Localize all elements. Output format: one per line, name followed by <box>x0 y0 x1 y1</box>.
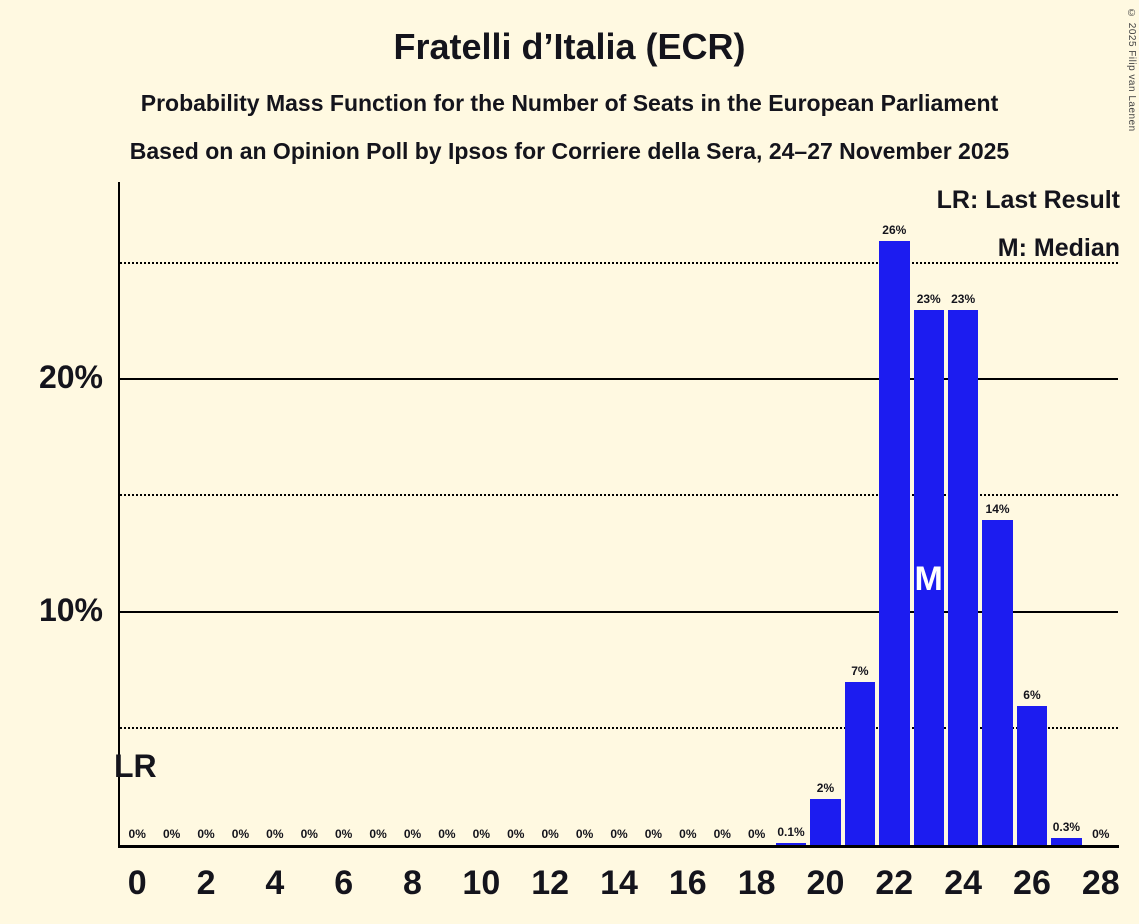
x-axis-line <box>118 845 1119 848</box>
bar-value-label: 0% <box>713 827 731 841</box>
bar-value-label: 23% <box>916 292 941 307</box>
bar-value-label: 0% <box>162 827 181 841</box>
x-tick-label: 0 <box>127 864 147 902</box>
bar-value-label: 0% <box>541 827 559 841</box>
x-tick-label: 12 <box>531 864 570 902</box>
y-axis-line <box>118 182 120 845</box>
bar-value-label: 0% <box>1092 827 1110 841</box>
bar-value-label: 0% <box>575 827 594 841</box>
x-tick-label: 14 <box>600 864 638 902</box>
y-tick-label: 20% <box>38 359 103 395</box>
x-tick-label: 26 <box>1013 864 1051 902</box>
chart-subtitle: Probability Mass Function for the Number… <box>140 90 999 116</box>
bar-value-label: 2% <box>816 780 835 795</box>
bar-value-label: 26% <box>882 222 907 237</box>
bar-seat-26 <box>1016 705 1048 845</box>
bar-seat-27 <box>1051 838 1082 845</box>
bar-value-label: 14% <box>985 501 1010 516</box>
bar-seat-19 <box>775 842 807 845</box>
x-tick-label: 24 <box>944 864 983 902</box>
x-tick-label: 22 <box>875 864 914 902</box>
copyright-notice: © 2025 Filip van Laenen <box>1126 8 1137 132</box>
bar-value-label: 6% <box>1023 687 1041 702</box>
x-tick-label: 6 <box>334 864 354 902</box>
x-tick-label: 20 <box>806 864 845 902</box>
gridline-dotted-15pct <box>120 494 1118 497</box>
bar-seat-23 <box>913 310 944 845</box>
bar-seat-20 <box>810 798 841 845</box>
bar-value-label: 0.1% <box>777 824 805 839</box>
x-tick-label: 18 <box>737 864 776 902</box>
bar-value-label: 0% <box>472 827 490 841</box>
x-tick-label: 10 <box>462 864 501 902</box>
bar-seat-22 <box>879 240 910 845</box>
gridline-dotted-25pct <box>120 261 1118 264</box>
bar-seat-25 <box>982 519 1013 845</box>
x-tick-label: 4 <box>265 864 285 902</box>
bar-value-label: 0% <box>197 827 215 841</box>
bar-value-label: 0% <box>644 827 663 841</box>
lr-annotation: LR <box>114 748 157 784</box>
legend-last-result: LR: Last Result <box>936 186 1120 214</box>
bar-value-label: 0% <box>747 827 766 841</box>
y-tick-label: 10% <box>38 591 103 628</box>
bar-value-label: 0.3% <box>1052 820 1081 835</box>
median-annotation: M <box>914 560 943 598</box>
bar-value-label: 0% <box>679 827 697 841</box>
x-tick-label: 16 <box>668 864 707 902</box>
bar-seat-21 <box>844 682 876 845</box>
bar-value-label: 23% <box>951 292 976 307</box>
x-tick-label: 28 <box>1081 864 1120 902</box>
bar-value-label: 0% <box>231 827 250 841</box>
bar-value-label: 0% <box>128 827 146 841</box>
bar-value-label: 0% <box>335 827 353 841</box>
x-tick-label: 2 <box>196 864 216 902</box>
gridline-dotted-5pct <box>120 726 1118 729</box>
x-tick-label: 8 <box>403 864 422 902</box>
plot-area: 0% 0% 0% 0% 0% 0% 0% 0% 0% 0% 0% 0% 0% 0% 0% 0% 0% 0% 0% 0.… <box>118 182 1119 848</box>
bar-seat-24 <box>947 310 979 845</box>
bar-value-label: 0% <box>403 827 422 841</box>
gridline-solid-20pct <box>120 378 1118 380</box>
poll-source-subtitle: Based on an Opinion Poll by Ipsos for Co… <box>129 138 1010 164</box>
gridline-solid-10pct <box>120 610 1118 613</box>
bar-value-label: 0% <box>610 827 628 841</box>
bar-value-label: 0% <box>300 827 318 841</box>
bar-value-label: 0% <box>266 827 284 841</box>
bar-value-label: 7% <box>851 664 869 679</box>
bar-value-label: 0% <box>507 827 525 841</box>
legend-median: M: Median <box>997 234 1120 262</box>
bar-value-label: 0% <box>438 827 456 841</box>
chart-title: Fratelli d’Italia (ECR) <box>393 26 746 67</box>
bar-value-label: 0% <box>369 827 387 841</box>
